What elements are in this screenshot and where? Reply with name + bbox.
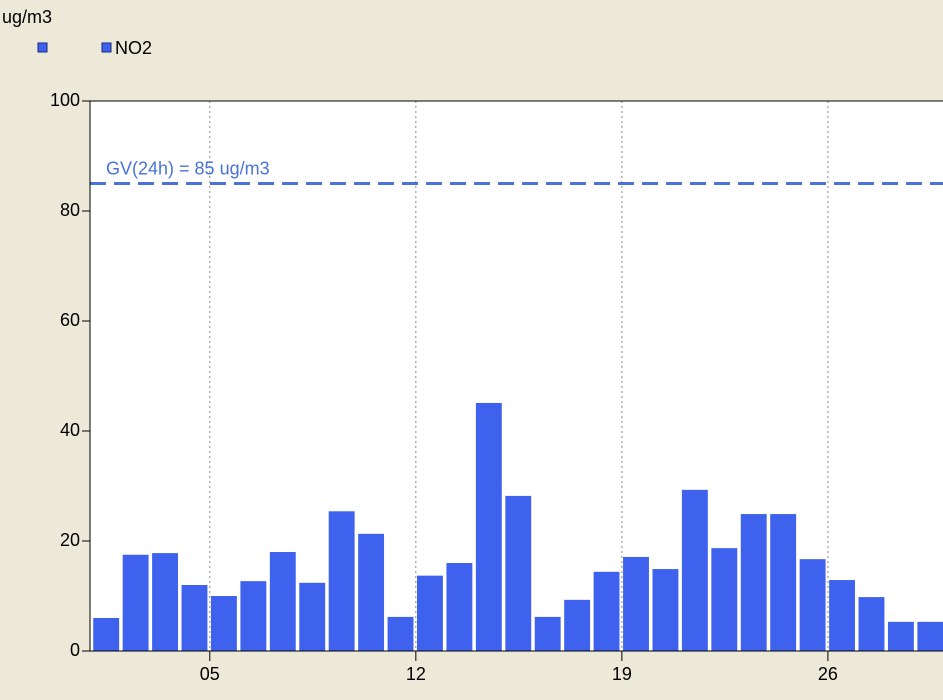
legend-swatch <box>101 42 112 53</box>
bar <box>505 495 532 651</box>
legend-label: NO2 <box>115 38 152 58</box>
bar <box>623 556 649 651</box>
bar <box>593 571 620 651</box>
bar <box>152 553 179 651</box>
bar <box>887 621 914 651</box>
bar <box>475 402 502 651</box>
bar <box>917 621 943 651</box>
bar <box>240 581 267 651</box>
x-tick-label: 12 <box>406 664 426 684</box>
bar <box>328 511 355 651</box>
bar <box>210 596 237 651</box>
bar <box>358 533 385 651</box>
bar <box>417 575 443 651</box>
bar <box>858 597 885 651</box>
y-tick-label: 0 <box>70 640 80 660</box>
bar <box>269 552 296 651</box>
y-axis-label: ug/m3 <box>2 7 52 27</box>
y-tick-label: 60 <box>60 310 80 330</box>
bar <box>534 616 561 651</box>
bar <box>446 563 473 651</box>
bar <box>387 616 414 651</box>
bar <box>740 514 767 651</box>
x-tick-label: 05 <box>200 664 220 684</box>
bar <box>799 559 826 651</box>
y-tick-label: 80 <box>60 200 80 220</box>
x-tick-label: 26 <box>818 664 838 684</box>
bar <box>93 618 120 651</box>
y-tick-label: 40 <box>60 420 80 440</box>
bar <box>829 580 855 651</box>
bar <box>681 489 708 651</box>
threshold-label: GV(24h) = 85 ug/m3 <box>106 158 270 178</box>
bar <box>122 554 149 651</box>
bar <box>711 548 738 651</box>
bar <box>181 585 208 651</box>
y-tick-label: 100 <box>50 90 80 110</box>
x-tick-label: 19 <box>612 664 632 684</box>
bar <box>299 582 326 651</box>
bar <box>770 514 797 651</box>
bar <box>564 599 591 651</box>
bar <box>652 569 679 651</box>
y-tick-label: 20 <box>60 530 80 550</box>
legend-swatch <box>37 42 48 53</box>
